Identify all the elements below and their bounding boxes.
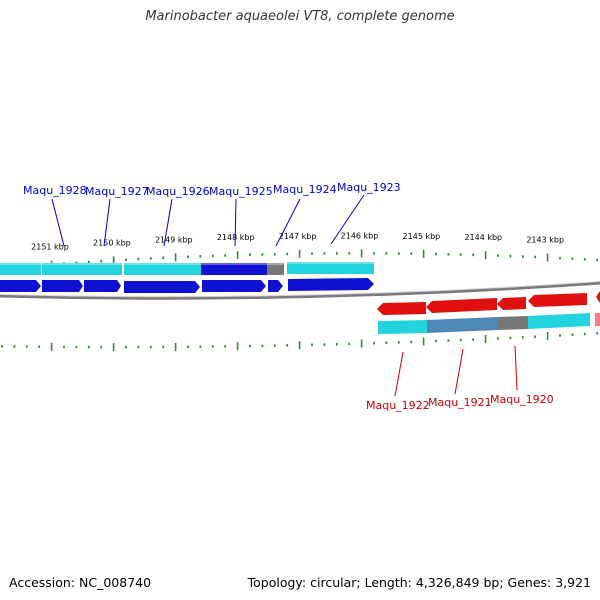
- gene-box-maqu-1920-cog-b: [528, 313, 590, 329]
- gene-arrow-maqu-1927a: [42, 280, 83, 292]
- gene-box-maqu-1925-cog: [201, 263, 267, 275]
- gene-box-maqu-1922-cog: [378, 320, 427, 334]
- gene-label-maqu-1923: Maqu_1923: [337, 181, 401, 194]
- genome-stats-text: Topology: circular; Length: 4,326,849 bp…: [247, 575, 591, 590]
- scale-labels: 2151 kbp 2150 kbp 2149 kbp 2148 kbp 2147 kbp…: [31, 231, 564, 251]
- gene-arrow-maqu-1921: [426, 298, 497, 313]
- gene-label-maqu-1922: Maqu_1922: [366, 399, 430, 412]
- gene-arrow-maqu-1922: [377, 302, 426, 315]
- bottom-tick-track: [1, 332, 599, 352]
- gene-label-maqu-1928: Maqu_1928: [23, 184, 87, 197]
- forward-cog-track: [0, 262, 374, 275]
- gene-label-maqu-1926: Maqu_1926: [146, 185, 210, 198]
- gene-arrow-maqu-1926: [124, 281, 200, 293]
- gene-arrow-maqu-1927b: [84, 280, 121, 292]
- scale-label: 2150 kbp: [93, 239, 131, 248]
- gene-arrow-edge: [596, 291, 600, 303]
- map-title: Marinobacter aquaeolei VT8, complete gen…: [145, 9, 455, 24]
- scale-label: 2146 kbp: [341, 231, 379, 240]
- gene-arrow-maqu-1920b: [528, 293, 587, 307]
- forward-label-leaders: [51, 194, 365, 247]
- reverse-label-leaders: [394, 345, 518, 397]
- gene-box-maqu-1923-cog: [287, 262, 374, 274]
- gene-box-maqu-1927-cog: [42, 263, 122, 275]
- forward-gene-arrows: [0, 278, 374, 293]
- reverse-gene-arrows: [377, 291, 600, 315]
- gene-label-maqu-1921: Maqu_1921: [428, 396, 492, 409]
- scale-label: 2151 kbp: [31, 243, 69, 252]
- reverse-cog-track: [378, 313, 600, 334]
- gene-arrow-maqu-1928: [0, 280, 41, 292]
- gene-box-maqu-1928-cog: [0, 263, 41, 275]
- scale-label: 2149 kbp: [155, 235, 193, 244]
- gene-label-maqu-1920: Maqu_1920: [490, 393, 554, 406]
- gene-label-maqu-1924: Maqu_1924: [273, 183, 337, 196]
- gene-arrow-maqu-1925: [202, 280, 266, 292]
- scale-label: 2147 kbp: [279, 232, 317, 241]
- gene-arrow-maqu-1923: [288, 278, 374, 291]
- scale-label: 2143 kbp: [526, 235, 564, 244]
- gene-box-maqu-1924-cog: [267, 263, 284, 275]
- gene-box-maqu-1926-cog: [124, 263, 201, 275]
- gene-arrow-maqu-1920a: [497, 297, 526, 310]
- scale-label: 2144 kbp: [464, 233, 502, 242]
- accession-text: Accession: NC_008740: [9, 575, 152, 590]
- gene-arrow-maqu-1924: [268, 280, 283, 292]
- gene-label-maqu-1925: Maqu_1925: [209, 185, 273, 198]
- scale-label: 2148 kbp: [217, 233, 255, 242]
- scale-label: 2145 kbp: [403, 232, 441, 241]
- genome-backbone: [0, 281, 600, 300]
- gene-box-maqu-1921-cog: [427, 317, 498, 333]
- gene-label-maqu-1927: Maqu_1927: [85, 185, 149, 198]
- gene-box-maqu-1920-cog-a: [498, 316, 528, 330]
